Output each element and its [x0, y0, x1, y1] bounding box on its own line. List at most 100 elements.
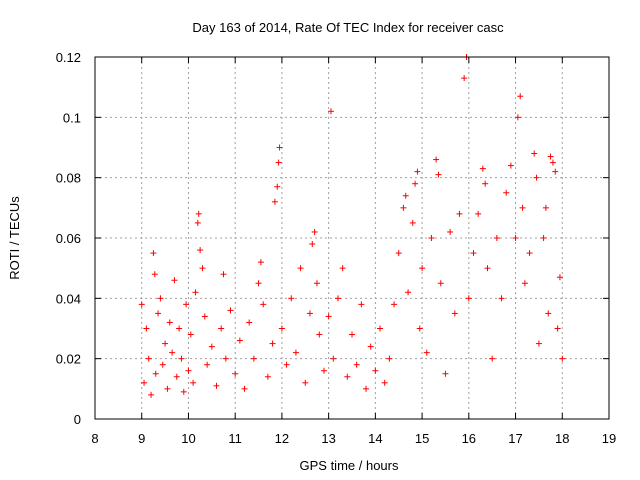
- data-point: [484, 265, 491, 272]
- data-point: [542, 204, 549, 211]
- data-point: [372, 367, 379, 374]
- data-point: [456, 210, 463, 217]
- data-point: [195, 210, 202, 217]
- data-point: [185, 367, 192, 374]
- data-point: [222, 355, 229, 362]
- data-point: [367, 343, 374, 350]
- data-point: [276, 144, 283, 151]
- data-point: [402, 192, 409, 199]
- data-point: [503, 189, 510, 196]
- x-tick-label: 11: [228, 431, 242, 446]
- data-point: [514, 114, 521, 121]
- data-point: [405, 289, 412, 296]
- x-tick-label: 18: [555, 431, 569, 446]
- data-point: [283, 361, 290, 368]
- data-point: [330, 355, 337, 362]
- x-axis-label: GPS time / hours: [300, 458, 399, 473]
- data-point: [507, 162, 514, 169]
- data-point: [437, 280, 444, 287]
- x-tick-label: 17: [508, 431, 522, 446]
- data-point: [255, 280, 262, 287]
- data-point: [475, 210, 482, 217]
- data-point: [288, 295, 295, 302]
- data-point: [540, 235, 547, 241]
- chart-title: Day 163 of 2014, Rate Of TEC Index for r…: [192, 20, 504, 35]
- data-point: [349, 331, 355, 338]
- data-point: [187, 331, 194, 338]
- data-point: [311, 228, 318, 235]
- data-point: [275, 159, 282, 166]
- data-point: [465, 295, 472, 302]
- y-tick-label: 0: [74, 412, 81, 427]
- data-point: [327, 108, 334, 115]
- data-point: [194, 219, 201, 226]
- data-point: [423, 349, 430, 356]
- data-point: [447, 228, 454, 235]
- data-point: [220, 271, 227, 278]
- data-point: [381, 379, 388, 386]
- data-point: [419, 265, 426, 272]
- data-point: [152, 370, 159, 377]
- data-point: [155, 310, 162, 317]
- data-point: [292, 349, 299, 356]
- data-point: [358, 301, 365, 308]
- data-point: [334, 295, 341, 302]
- data-point: [435, 171, 442, 178]
- data-point: [218, 325, 225, 332]
- data-point: [461, 75, 468, 82]
- y-tick-label: 0.08: [56, 171, 81, 186]
- data-point: [157, 295, 164, 302]
- data-point: [414, 168, 421, 175]
- data-point: [531, 150, 538, 157]
- data-point: [344, 373, 351, 380]
- data-point: [512, 235, 519, 241]
- data-point: [250, 355, 257, 362]
- data-point: [166, 319, 173, 326]
- data-point: [363, 385, 370, 392]
- data-point: [493, 235, 500, 241]
- data-point: [547, 153, 554, 160]
- data-point: [533, 174, 540, 181]
- data-point: [201, 313, 208, 320]
- x-tick-label: 19: [602, 431, 616, 446]
- data-point: [545, 310, 552, 317]
- y-tick-label: 0.12: [56, 50, 81, 65]
- data-point: [316, 331, 323, 338]
- data-point: [517, 93, 524, 100]
- data-point: [320, 367, 327, 374]
- data-point: [306, 310, 313, 317]
- data-point: [208, 343, 215, 350]
- x-tick-label: 10: [181, 431, 195, 446]
- x-tick-label: 14: [368, 431, 382, 446]
- data-point: [353, 361, 360, 368]
- data-point: [482, 180, 489, 187]
- data-point: [552, 168, 559, 175]
- x-tick-label: 8: [91, 431, 98, 446]
- data-point: [199, 265, 206, 272]
- axis-ticks: [94, 56, 610, 420]
- data-point: [143, 325, 150, 332]
- y-tick-label: 0.02: [56, 352, 81, 367]
- data-point: [519, 204, 526, 211]
- data-point: [433, 156, 440, 163]
- data-point: [232, 370, 239, 377]
- data-point: [498, 295, 505, 302]
- data-point: [236, 337, 243, 344]
- data-point: [442, 370, 449, 377]
- data-point: [169, 349, 176, 356]
- data-point: [148, 391, 155, 398]
- y-axis-label: ROTI / TECUs: [7, 196, 22, 280]
- data-point: [162, 340, 169, 347]
- x-tick-label: 13: [321, 431, 335, 446]
- data-point: [556, 274, 563, 281]
- data-point: [554, 325, 561, 332]
- data-point: [141, 379, 148, 386]
- x-tick-label: 15: [415, 431, 429, 446]
- data-point: [412, 180, 419, 187]
- x-tick-label: 12: [275, 431, 289, 446]
- data-point: [489, 355, 496, 362]
- data-point: [400, 204, 407, 211]
- data-point: [197, 247, 204, 254]
- data-point: [164, 385, 171, 392]
